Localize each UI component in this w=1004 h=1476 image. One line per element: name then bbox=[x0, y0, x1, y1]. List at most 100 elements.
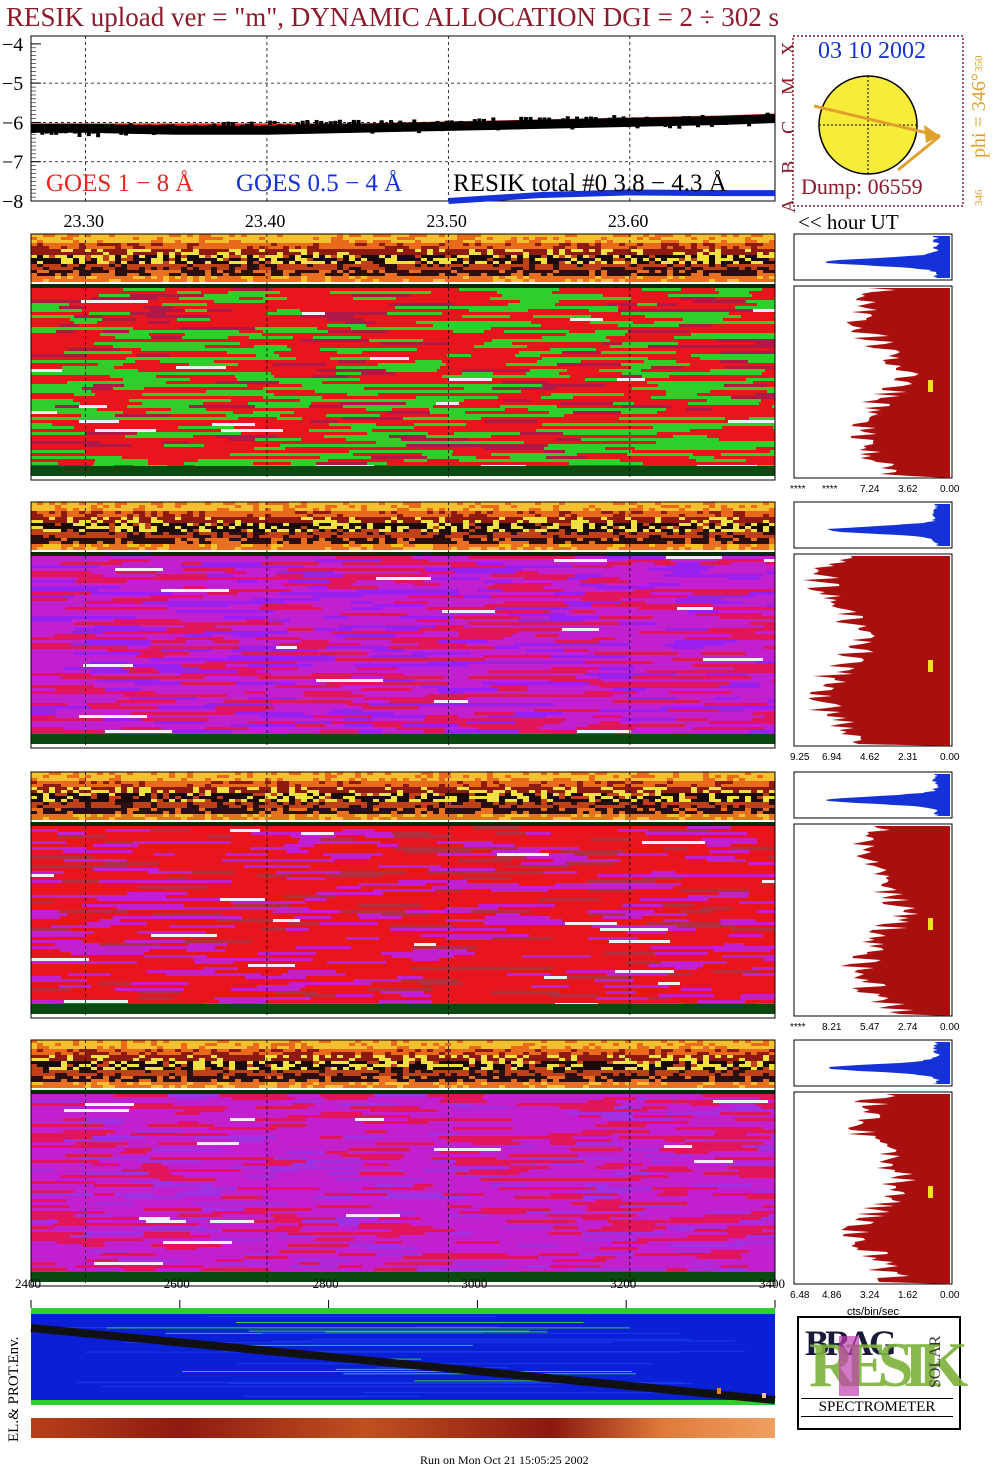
band-cell bbox=[307, 529, 313, 532]
band-cell bbox=[667, 252, 673, 255]
dump-number: Dump: 06559 bbox=[801, 174, 923, 199]
spectrogram-cell bbox=[277, 417, 302, 420]
band-cell bbox=[313, 252, 319, 255]
band-cell bbox=[235, 279, 241, 282]
band-cell bbox=[421, 261, 427, 264]
band-cell bbox=[337, 264, 343, 267]
band-cell bbox=[679, 252, 685, 255]
band-cell bbox=[241, 532, 247, 535]
spectrogram-cell bbox=[403, 399, 464, 402]
spectrogram-cell bbox=[520, 384, 542, 387]
sun-slit-arrow bbox=[897, 134, 941, 172]
spectrogram-cell bbox=[717, 462, 773, 465]
band-cell bbox=[409, 252, 415, 255]
band-cell bbox=[55, 526, 61, 529]
spectrogram-cell bbox=[230, 444, 280, 447]
band-cell bbox=[505, 523, 511, 526]
spectrogram-cell bbox=[338, 420, 365, 423]
band-cell bbox=[715, 529, 721, 532]
band-cell bbox=[661, 532, 667, 535]
spectrogram-cell bbox=[451, 294, 502, 297]
band-cell bbox=[289, 252, 295, 255]
band-cell bbox=[751, 255, 757, 258]
band-cell bbox=[493, 502, 499, 505]
band-cell bbox=[331, 511, 337, 514]
band-cell bbox=[253, 511, 259, 514]
band-cell bbox=[205, 258, 211, 261]
band-cell bbox=[727, 529, 733, 532]
band-cell bbox=[163, 538, 169, 541]
band-cell bbox=[391, 234, 397, 237]
band-cell bbox=[583, 252, 589, 255]
band-cell bbox=[475, 267, 481, 270]
spectrogram-cell bbox=[773, 426, 775, 429]
goes-noise-bar bbox=[142, 128, 147, 132]
band-cell bbox=[379, 246, 385, 249]
band-cell bbox=[439, 520, 445, 523]
band-cell bbox=[55, 258, 61, 261]
band-cell bbox=[553, 249, 559, 252]
band-cell bbox=[703, 246, 709, 249]
band-cell bbox=[247, 541, 253, 544]
band-cell bbox=[271, 505, 277, 508]
band-cell bbox=[445, 261, 451, 264]
band-cell bbox=[391, 279, 397, 282]
band-cell bbox=[91, 514, 97, 517]
band-cell bbox=[463, 526, 469, 529]
band-cell bbox=[751, 523, 757, 526]
band-cell bbox=[583, 243, 589, 246]
band-cell bbox=[691, 532, 697, 535]
band-cell bbox=[85, 541, 91, 544]
band-cell bbox=[529, 234, 535, 237]
band-cell bbox=[229, 529, 235, 532]
band-cell bbox=[103, 267, 109, 270]
spectrogram-cell bbox=[309, 429, 372, 432]
band-cell bbox=[661, 529, 667, 532]
spectrogram-cell bbox=[586, 405, 622, 408]
band-cell bbox=[115, 246, 121, 249]
spectrogram-cell bbox=[176, 420, 238, 423]
band-cell bbox=[727, 279, 733, 282]
band-cell bbox=[295, 234, 301, 237]
spectrogram-cell bbox=[644, 360, 676, 363]
band-cell bbox=[571, 517, 577, 520]
band-cell bbox=[241, 538, 247, 541]
band-cell bbox=[769, 243, 775, 246]
band-cell bbox=[199, 234, 205, 237]
band-cell bbox=[205, 529, 211, 532]
band-cell bbox=[163, 526, 169, 529]
spectrogram-cell bbox=[79, 324, 141, 327]
spectrogram-cell bbox=[690, 363, 753, 366]
band-cell bbox=[169, 517, 175, 520]
band-cell bbox=[133, 517, 139, 520]
band-cell bbox=[565, 243, 571, 246]
band-cell bbox=[253, 523, 259, 526]
spectrogram-cell bbox=[586, 288, 642, 291]
spectrogram-cell bbox=[115, 336, 151, 339]
band-cell bbox=[139, 273, 145, 276]
band-cell bbox=[49, 514, 55, 517]
band-cell bbox=[373, 514, 379, 517]
band-cell bbox=[253, 514, 259, 517]
spectrogram-cell bbox=[573, 411, 621, 414]
spectrogram-cell bbox=[773, 423, 775, 426]
spectrogram-cell bbox=[493, 324, 541, 327]
band-cell bbox=[187, 508, 193, 511]
band-cell bbox=[727, 270, 733, 273]
spectrogram-cell bbox=[144, 408, 171, 411]
band-cell bbox=[289, 255, 295, 258]
band-cell bbox=[715, 517, 721, 520]
goes-y-tick-label: −7 bbox=[2, 152, 23, 174]
band-cell bbox=[463, 234, 469, 237]
band-cell bbox=[37, 508, 43, 511]
band-cell bbox=[745, 508, 751, 511]
spectrogram-cell bbox=[772, 405, 775, 408]
band-cell bbox=[451, 243, 457, 246]
band-cell bbox=[151, 240, 157, 243]
band-cell bbox=[157, 502, 163, 505]
band-cell bbox=[757, 270, 763, 273]
band-cell bbox=[469, 526, 475, 529]
band-cell bbox=[373, 255, 379, 258]
band-cell bbox=[127, 279, 133, 282]
spectrogram-cell bbox=[688, 432, 717, 435]
